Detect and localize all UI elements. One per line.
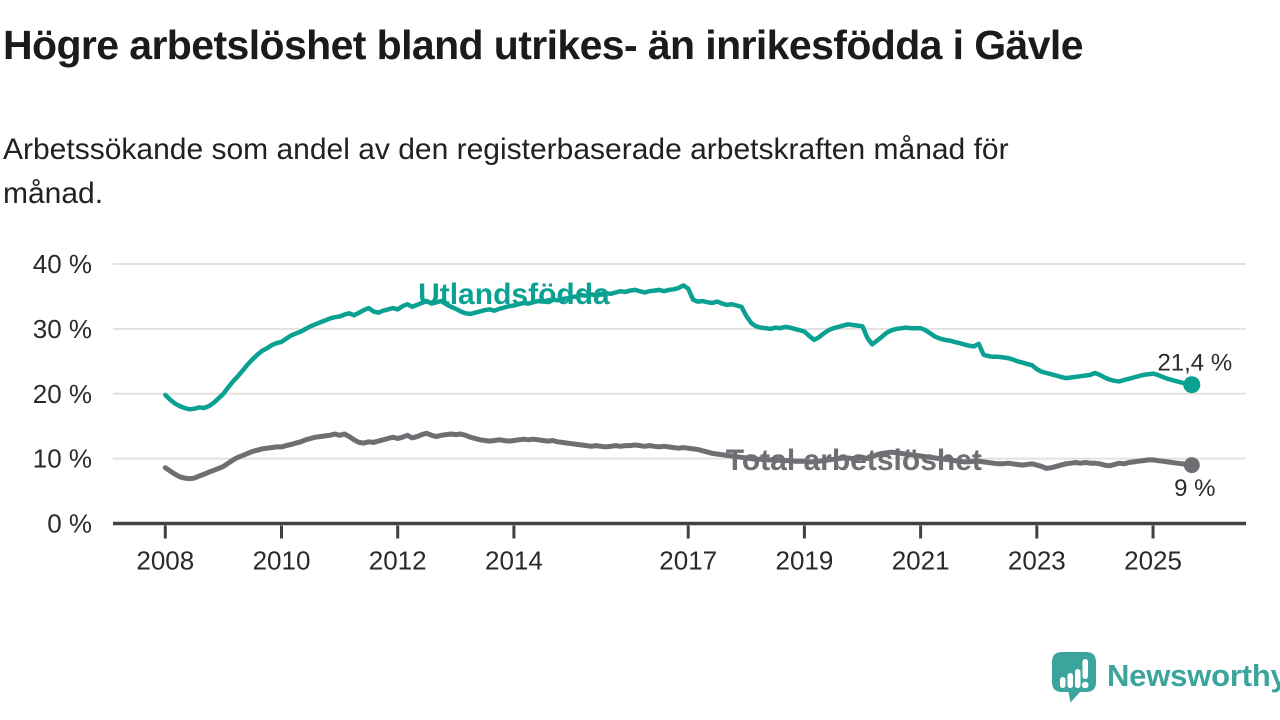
x-tick-label-2008: 2008 bbox=[136, 546, 194, 576]
series-end-dot-utlandsfodda bbox=[1183, 376, 1201, 394]
x-tick-label-2012: 2012 bbox=[369, 546, 427, 576]
series-label-total: Total arbetslöshet bbox=[726, 444, 982, 477]
value-label-total: 9 % bbox=[1174, 475, 1215, 502]
series-line-utlandsfodda bbox=[163, 283, 1195, 412]
x-tick-label-2019: 2019 bbox=[775, 546, 833, 576]
series-label-utlandsfodda: Utlandsfödda bbox=[418, 278, 610, 311]
chart-subtitle: Arbetssökande som andel av den registerb… bbox=[3, 128, 1203, 216]
x-tick-label-2017: 2017 bbox=[659, 546, 717, 576]
x-tick-label-2021: 2021 bbox=[892, 546, 950, 576]
y-tick-label-10: 10 % bbox=[33, 444, 92, 474]
page-title: Högre arbetslöshet bland utrikes- än inr… bbox=[3, 22, 1084, 68]
subtitle-line-1: Arbetssökande som andel av den registerb… bbox=[3, 133, 1009, 166]
series-line-total bbox=[162, 430, 1195, 482]
x-tick-label-2014: 2014 bbox=[485, 546, 543, 576]
subtitle-line-2: månad. bbox=[3, 177, 104, 210]
y-tick-label-40: 40 % bbox=[33, 249, 92, 279]
x-tick-label-2025: 2025 bbox=[1124, 546, 1182, 576]
newsworthy-wordmark: Newsworthy bbox=[1107, 658, 1280, 693]
value-label-utlandsfodda: 21,4 % bbox=[1157, 350, 1232, 377]
series-end-dot-total bbox=[1183, 457, 1200, 474]
x-tick-label-2010: 2010 bbox=[253, 546, 311, 576]
y-tick-label-0: 0 % bbox=[47, 509, 92, 539]
x-tick-label-2023: 2023 bbox=[1008, 546, 1066, 576]
newsworthy-bubble-chart-icon bbox=[1050, 650, 1098, 703]
y-tick-label-30: 30 % bbox=[33, 314, 92, 344]
y-tick-label-20: 20 % bbox=[33, 379, 92, 409]
newsworthy-logo: Newsworthy bbox=[1050, 648, 1280, 704]
